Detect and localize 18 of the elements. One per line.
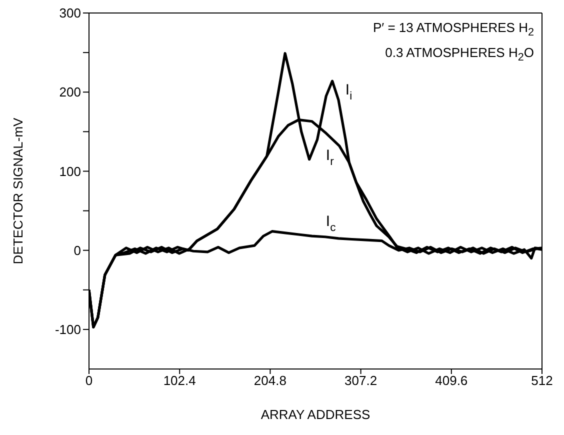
x-tick-label: 409.6 — [435, 373, 468, 388]
series-label: I$_{r}$ — [326, 147, 334, 168]
y-tick-label: 0 — [74, 242, 81, 258]
x-tick-label: 512 — [531, 373, 553, 388]
y-tick-label: 300 — [59, 6, 81, 21]
y-tick-label: 200 — [59, 84, 81, 100]
x-tick-label: 102.4 — [163, 373, 196, 388]
series-label: I$_{i}$ — [345, 82, 352, 103]
annotation: P′ = 13 ATMOSPHERES H$_{2}$ — [372, 19, 534, 41]
y-axis-title: DETECTOR SIGNAL-mV — [10, 117, 26, 264]
annotation: 0.3 ATMOSPHERES H$_{2}$O — [384, 44, 534, 66]
series-label: I$_{c}$ — [326, 212, 336, 234]
x-tick-label: 0 — [85, 373, 93, 388]
x-tick-label: 204.8 — [254, 373, 286, 388]
y-tick-label: -100 — [54, 322, 81, 338]
x-axis-title: ARRAY ADDRESS — [260, 407, 370, 422]
y-tick-label: 100 — [59, 164, 81, 179]
x-tick-label: 307.2 — [344, 373, 378, 388]
